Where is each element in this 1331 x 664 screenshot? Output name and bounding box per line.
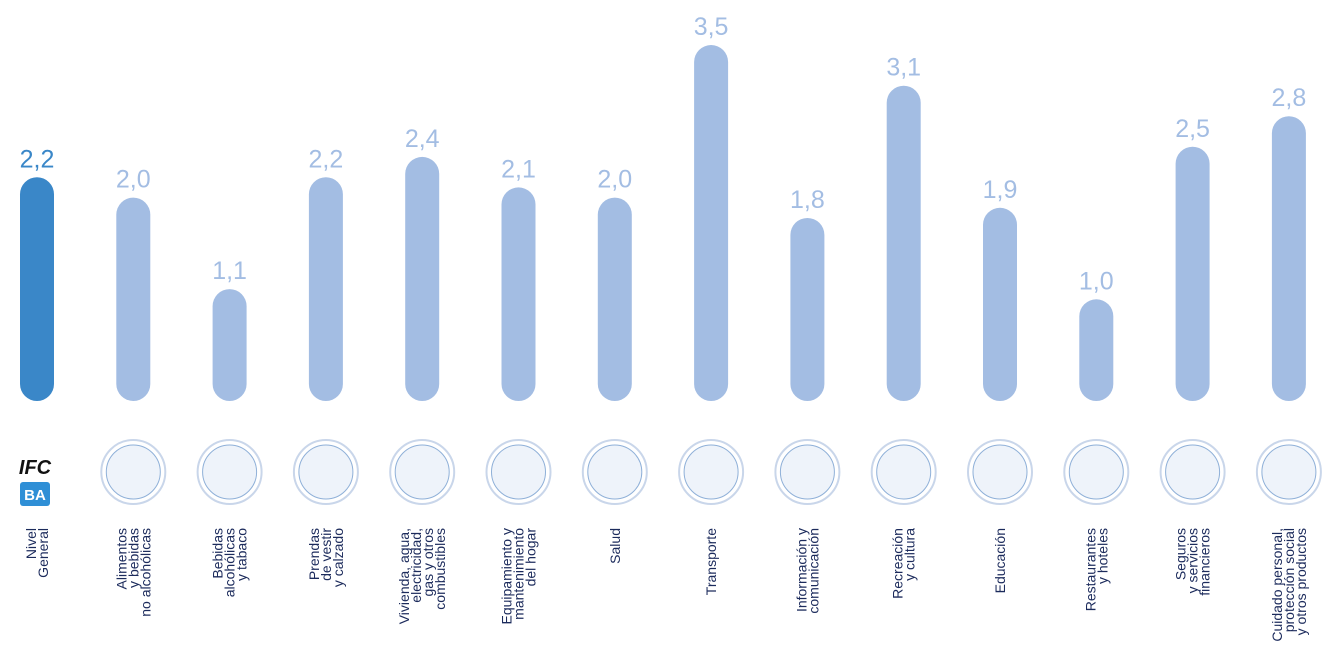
value-label: 2,2 — [20, 145, 55, 173]
bar — [116, 198, 150, 401]
value-label: 2,5 — [1175, 115, 1210, 143]
icon — [203, 445, 257, 499]
icon — [106, 445, 160, 499]
icon — [684, 445, 738, 499]
value-label: 2,4 — [405, 125, 440, 153]
category-label: del hogar — [523, 528, 539, 587]
value-label: 1,9 — [983, 176, 1018, 204]
bar — [309, 177, 343, 401]
category-label: y hoteles — [1094, 528, 1110, 584]
value-label: 2,8 — [1272, 84, 1307, 112]
icon — [492, 445, 546, 499]
bar — [1079, 299, 1113, 401]
bar — [1176, 147, 1210, 401]
logo-bottom: BA — [24, 487, 46, 504]
bar — [405, 157, 439, 401]
value-label: 1,0 — [1079, 267, 1114, 295]
value-label: 2,0 — [597, 166, 632, 194]
icon — [1262, 445, 1316, 499]
category-label: y otros productos — [1293, 528, 1309, 635]
category-label: General — [35, 528, 51, 578]
icon — [1069, 445, 1123, 499]
icon — [588, 445, 642, 499]
bar — [694, 45, 728, 401]
icon — [299, 445, 353, 499]
value-label: 3,1 — [886, 54, 921, 82]
icon — [877, 445, 931, 499]
logo-top: IFC — [19, 457, 52, 479]
category-label: no alcohólicas — [137, 528, 153, 617]
category-label: Salud — [607, 528, 623, 564]
bar — [20, 177, 54, 401]
value-label: 2,2 — [309, 145, 344, 173]
icon — [780, 445, 834, 499]
bar — [1272, 116, 1306, 401]
category-label: Transporte — [703, 528, 719, 595]
bar — [887, 86, 921, 401]
category-label: Educación — [992, 528, 1008, 593]
category-label: combustibles — [432, 528, 448, 610]
bar — [983, 208, 1017, 401]
bar — [598, 198, 632, 401]
chart: IFC BA 2,2NivelGeneral2,0Alimentosy bebi… — [0, 0, 1331, 664]
category-label: y cultura — [902, 528, 918, 581]
category-label: comunicación — [805, 528, 821, 614]
bar — [790, 218, 824, 401]
icon — [395, 445, 449, 499]
category-label: financieros — [1197, 528, 1213, 596]
value-label: 3,5 — [694, 13, 729, 41]
bar — [502, 187, 536, 401]
logo: IFC BA — [12, 454, 58, 506]
value-label: 1,8 — [790, 186, 825, 214]
value-label: 2,1 — [501, 155, 536, 183]
category-label: y calzado — [330, 528, 346, 587]
category-label: y tabaco — [234, 528, 250, 581]
value-label: 1,1 — [212, 257, 247, 285]
bar — [213, 289, 247, 401]
icon — [1166, 445, 1220, 499]
value-label: 2,0 — [116, 166, 151, 194]
icon — [973, 445, 1027, 499]
